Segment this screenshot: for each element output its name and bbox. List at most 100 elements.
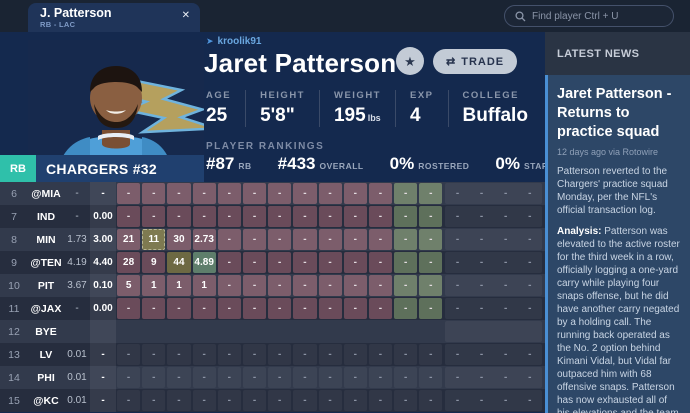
close-icon[interactable]: ✕ bbox=[181, 10, 190, 21]
stat-cell: - bbox=[141, 182, 166, 205]
cell-s2: 0.00 bbox=[90, 297, 116, 320]
news-header-label: LATEST NEWS bbox=[557, 47, 640, 60]
stat-cell: - bbox=[217, 251, 242, 274]
stat-cell: - bbox=[116, 389, 141, 412]
right-stat-panel: ---- bbox=[443, 251, 543, 274]
stat-cell: - bbox=[368, 297, 393, 320]
bio-weight-value: 195 lbs bbox=[333, 105, 381, 126]
stat-cell: - bbox=[368, 366, 393, 389]
cell-s2: - bbox=[90, 343, 116, 366]
stat-cell: - bbox=[192, 343, 217, 366]
cell-s1 bbox=[64, 320, 90, 343]
bio-height-value: 5'8" bbox=[260, 105, 295, 126]
cell-s2: - bbox=[90, 366, 116, 389]
stat-cell: - bbox=[393, 389, 418, 412]
bio-weight-label: WEIGHT bbox=[333, 90, 381, 101]
cell-week: 15 bbox=[8, 394, 20, 407]
search-icon bbox=[515, 10, 526, 21]
stat-cell: - bbox=[267, 182, 292, 205]
stat-cell: - bbox=[242, 228, 267, 251]
bio-exp: EXP 4 bbox=[394, 90, 448, 127]
news-meta: 12 days ago via Rotowire bbox=[557, 146, 659, 157]
stat-cell: 9 bbox=[141, 251, 166, 274]
stat-cell: - bbox=[292, 182, 317, 205]
trade-button[interactable]: ⇄ TRADE bbox=[433, 49, 518, 74]
stat-cell: - bbox=[393, 366, 418, 389]
player-tab[interactable]: J. Patterson RB - LAC ✕ bbox=[28, 3, 200, 32]
stat-cell: - bbox=[217, 228, 242, 251]
cell-week: 10 bbox=[8, 279, 20, 292]
cell-s2: 0.10 bbox=[90, 274, 116, 297]
arrow-right-icon: ➤ bbox=[206, 36, 214, 46]
stat-cell: - bbox=[217, 343, 242, 366]
owner-link[interactable]: ➤ kroolik91 bbox=[206, 36, 261, 47]
cell-opp: @TEN bbox=[30, 256, 62, 269]
stat-cell: - bbox=[368, 343, 393, 366]
stat-cell: - bbox=[292, 251, 317, 274]
cell-s1: 0.01 bbox=[67, 372, 87, 383]
cell-opp: BYE bbox=[35, 325, 57, 338]
stat-cell: - bbox=[418, 274, 443, 297]
table-row-week-14: 14 PHI 0.01- - - - - - - - - - - - - - - - - - bbox=[0, 366, 545, 389]
stat-cell: - bbox=[368, 228, 393, 251]
stat-cell: - bbox=[343, 343, 368, 366]
stat-cell: 4.89 bbox=[192, 251, 217, 274]
stat-cell: 21 bbox=[116, 228, 141, 251]
stat-cell: - bbox=[393, 251, 418, 274]
news-sidebar: LATEST NEWS Jaret Patterson - Returns to… bbox=[545, 32, 690, 413]
stat-cell: - bbox=[242, 297, 267, 320]
stat-cell: - bbox=[393, 274, 418, 297]
stat-cell: - bbox=[343, 228, 368, 251]
stat-cell: - bbox=[242, 389, 267, 412]
cell-opp: LV bbox=[39, 348, 53, 361]
stat-cell: - bbox=[418, 228, 443, 251]
stat-cell: 44 bbox=[166, 251, 191, 274]
cell-s1: 1.73 bbox=[67, 234, 87, 245]
right-stat-panel: ---- bbox=[443, 205, 543, 228]
stat-cell: - bbox=[116, 366, 141, 389]
bio-college-value: Buffalo bbox=[462, 105, 528, 126]
stat-cell: - bbox=[192, 366, 217, 389]
right-stat-panel: ---- bbox=[443, 228, 543, 251]
player-photo-graphic bbox=[28, 40, 204, 182]
cell-week: 13 bbox=[8, 348, 20, 361]
stat-cell: - bbox=[318, 228, 343, 251]
rank-overall: #433 OVERALL bbox=[277, 154, 364, 173]
rankings-row: #87 RB #433 OVERALL 0% ROSTERED 0% START… bbox=[206, 154, 567, 174]
stat-cell: - bbox=[141, 366, 166, 389]
stat-cell: - bbox=[292, 228, 317, 251]
cell-opp: @MIA bbox=[31, 187, 61, 200]
cell-opp: @KC bbox=[33, 394, 59, 407]
stat-cell: - bbox=[166, 182, 191, 205]
stat-cell: - bbox=[141, 297, 166, 320]
stat-cell: - bbox=[242, 205, 267, 228]
favorite-button[interactable]: ★ bbox=[396, 47, 424, 75]
search-input[interactable]: Find player Ctrl + U bbox=[504, 5, 674, 27]
cell-opp: MIN bbox=[36, 233, 56, 246]
news-card[interactable]: Jaret Patterson - Returns to practice sq… bbox=[545, 75, 690, 413]
stat-cell: - bbox=[393, 297, 418, 320]
bio-age-label: AGE bbox=[206, 90, 232, 101]
stat-cell: - bbox=[292, 274, 317, 297]
right-stat-panel: ---- bbox=[443, 343, 543, 366]
stat-cell: 30 bbox=[166, 228, 191, 251]
stat-cell: - bbox=[418, 182, 443, 205]
cell-s1: 0.01 bbox=[67, 349, 87, 360]
stat-cell: - bbox=[116, 297, 141, 320]
stat-cell: - bbox=[116, 182, 141, 205]
bio-exp-label: EXP bbox=[409, 90, 434, 101]
cell-s2: 4.40 bbox=[90, 251, 116, 274]
cell-week: 11 bbox=[8, 302, 20, 315]
stat-cell: - bbox=[217, 205, 242, 228]
cell-week: 12 bbox=[8, 325, 20, 338]
stat-cell: - bbox=[267, 297, 292, 320]
stat-cell: - bbox=[292, 205, 317, 228]
trade-swap-icon: ⇄ bbox=[446, 56, 456, 68]
stat-cell: - bbox=[393, 228, 418, 251]
cell-opp: PHI bbox=[37, 371, 55, 384]
cell-s1: 3.67 bbox=[67, 280, 87, 291]
table-row-week-15: 15 @KC 0.01- - - - - - - - - - - - - - - - - - bbox=[0, 389, 545, 412]
team-banner: CHARGERS #32 bbox=[36, 155, 204, 182]
stat-cell: - bbox=[217, 297, 242, 320]
right-stat-panel: ---- bbox=[443, 389, 543, 412]
